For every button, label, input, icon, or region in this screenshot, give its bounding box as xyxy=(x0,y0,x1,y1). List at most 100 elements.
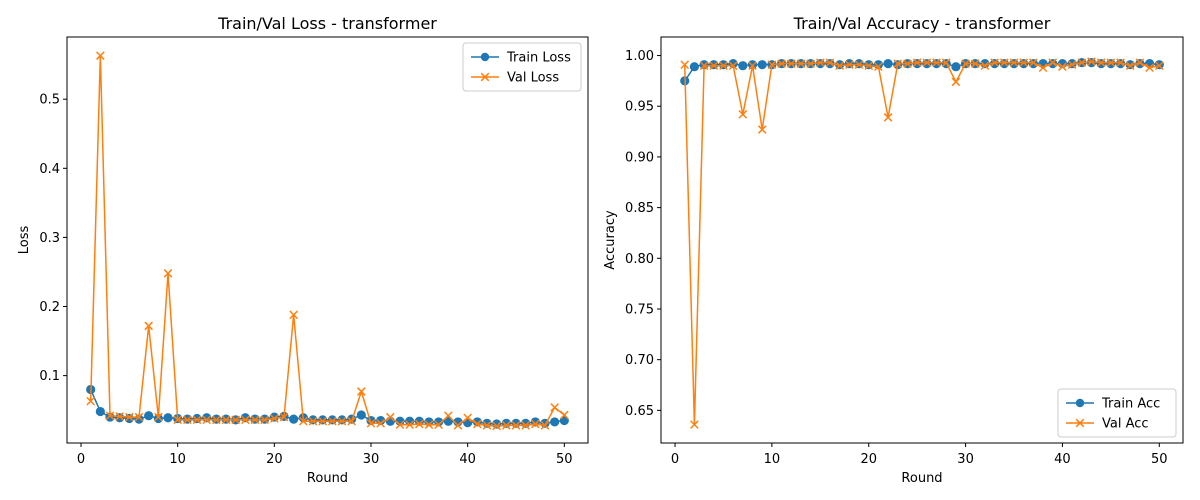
x-tick-label: 10 xyxy=(764,452,781,467)
data-point xyxy=(1096,58,1106,67)
data-point xyxy=(680,60,690,70)
data-point xyxy=(835,61,845,71)
data-point xyxy=(521,421,530,430)
chart-2: Train/Val Accuracy - transformer Round Acc… xyxy=(603,14,1184,486)
legend-marker xyxy=(480,52,490,62)
data-point xyxy=(385,412,395,422)
data-point xyxy=(757,125,767,134)
plot-frame xyxy=(66,36,589,444)
data-point xyxy=(95,406,105,417)
data-point xyxy=(511,421,521,430)
y-tick-label: 0.4 xyxy=(39,162,60,177)
chart-title: Train/Val Accuracy - transformer xyxy=(793,14,1051,33)
data-point xyxy=(270,414,279,423)
data-point xyxy=(115,413,125,423)
data-point xyxy=(299,416,308,426)
data-point xyxy=(144,411,154,421)
data-point xyxy=(728,61,738,71)
chart-1: Train/Val Loss - transformer Round Loss 0 10… xyxy=(17,14,589,486)
series-line xyxy=(683,60,1160,426)
data-point xyxy=(308,415,318,425)
x-tick-label: 20 xyxy=(266,452,283,467)
data-point xyxy=(269,412,279,422)
data-point xyxy=(327,415,337,425)
data-point xyxy=(932,58,941,67)
data-point xyxy=(443,411,453,421)
data-point xyxy=(1154,61,1164,71)
y-tick-label: 0.95 xyxy=(625,100,654,115)
data-point xyxy=(472,419,482,429)
y-tick-label: 0.5 xyxy=(39,93,60,108)
legend-label: Val Acc xyxy=(1102,417,1149,432)
series-val-loss xyxy=(86,51,569,431)
data-point xyxy=(806,59,815,68)
data-point xyxy=(405,420,414,430)
legend: Train Loss Val Loss xyxy=(462,42,582,92)
data-point xyxy=(912,58,922,67)
data-point xyxy=(893,59,903,68)
data-point xyxy=(922,58,932,67)
data-point xyxy=(1009,58,1019,67)
data-point xyxy=(796,59,806,68)
data-point xyxy=(395,420,405,430)
y-tick-label: 0.2 xyxy=(39,300,60,315)
data-point xyxy=(1067,60,1077,70)
data-point xyxy=(414,416,424,426)
data-point xyxy=(738,61,748,71)
data-point xyxy=(1077,58,1087,67)
y-tick-label: 1.00 xyxy=(625,49,654,64)
y-axis-label: Loss xyxy=(17,226,32,255)
series-line xyxy=(89,54,565,427)
data-point xyxy=(163,269,173,278)
data-point xyxy=(550,417,560,427)
legend-box xyxy=(462,42,582,92)
data-point xyxy=(144,321,154,331)
data-point xyxy=(767,60,777,70)
data-point xyxy=(501,421,511,430)
data-point xyxy=(530,419,540,429)
x-tick-label: 0 xyxy=(77,452,85,467)
data-point xyxy=(212,415,221,425)
data-point xyxy=(482,421,492,430)
data-point xyxy=(699,61,709,71)
data-point xyxy=(357,387,366,396)
data-point xyxy=(825,58,835,67)
data-point xyxy=(424,420,434,430)
data-point xyxy=(183,415,192,425)
data-point xyxy=(1125,61,1135,71)
data-point xyxy=(221,415,231,425)
series-val-acc xyxy=(680,57,1164,429)
data-point xyxy=(86,396,96,406)
data-point xyxy=(231,415,241,425)
data-point xyxy=(690,420,699,429)
data-point xyxy=(134,412,144,422)
legend-marker xyxy=(1075,418,1085,428)
data-point xyxy=(163,413,173,423)
data-point xyxy=(757,60,767,70)
data-point xyxy=(990,58,999,67)
data-point xyxy=(1145,63,1154,73)
data-point xyxy=(540,421,550,430)
data-point xyxy=(434,420,443,430)
y-tick-label: 0.3 xyxy=(39,231,60,246)
legend: Train Acc Val Acc xyxy=(1057,388,1177,438)
data-point xyxy=(559,410,569,420)
x-tick-label: 10 xyxy=(169,452,186,467)
data-point xyxy=(980,61,990,71)
data-point xyxy=(1029,58,1038,67)
data-point xyxy=(356,410,366,420)
data-point xyxy=(1058,62,1067,72)
data-point xyxy=(709,61,719,71)
data-point xyxy=(105,411,115,421)
data-point xyxy=(241,415,250,425)
data-point xyxy=(874,62,883,72)
data-point xyxy=(719,61,728,71)
data-point xyxy=(366,418,376,428)
data-point xyxy=(1087,57,1096,66)
y-tick-label: 0.1 xyxy=(39,369,60,384)
data-point xyxy=(414,419,424,429)
data-point xyxy=(308,416,318,426)
data-point xyxy=(376,418,385,428)
data-point xyxy=(289,310,298,320)
data-point xyxy=(192,415,202,425)
